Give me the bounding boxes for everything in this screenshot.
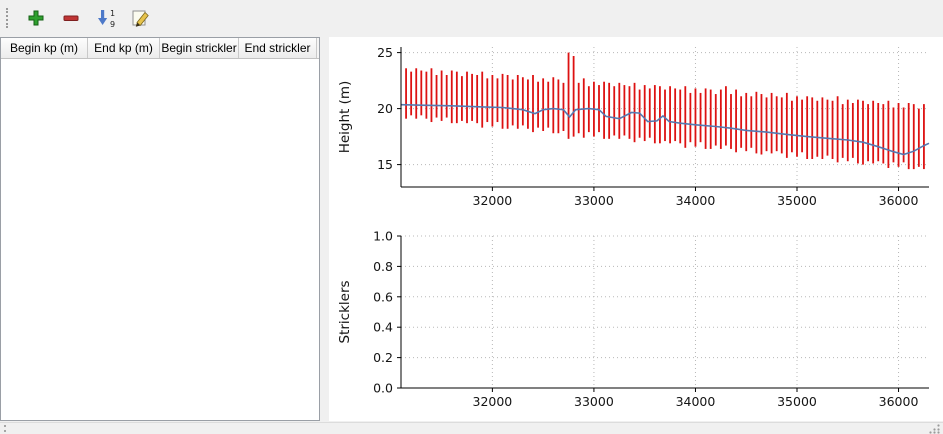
sort-rows-button[interactable]: 1 9 <box>91 4 121 32</box>
svg-text:35000: 35000 <box>777 193 817 208</box>
column-header-begin_strickler[interactable]: Begin strickler <box>160 38 239 58</box>
remove-row-button[interactable] <box>56 4 86 32</box>
chart-panel: 32000 33000 34000 35000 36000 15 20 25 Height (m… <box>329 37 943 421</box>
svg-text:33000: 33000 <box>574 193 614 208</box>
svg-text:15: 15 <box>377 157 393 172</box>
svg-text:34000: 34000 <box>676 193 716 208</box>
table-header-row: Begin kp (m) End kp (m) Begin strickler End… <box>1 38 319 59</box>
svg-text:0.4: 0.4 <box>373 320 393 335</box>
svg-text:0.0: 0.0 <box>373 381 393 396</box>
stricklers-table: Begin kp (m) End kp (m) Begin strickler End… <box>0 37 320 421</box>
stricklers-chart: 32000 33000 34000 35000 36000 0.0 0.2 0.4 0.6 0.8… <box>329 228 943 421</box>
plus-icon <box>28 10 44 26</box>
column-header-begin_kp[interactable]: Begin kp (m) <box>1 38 88 58</box>
svg-text:1.0: 1.0 <box>373 229 393 244</box>
toolbar-handle[interactable] <box>6 8 12 28</box>
statusbar <box>0 422 943 434</box>
y-axis-label: Height (m) <box>337 81 353 154</box>
svg-text:35000: 35000 <box>777 394 817 409</box>
column-header-end_kp[interactable]: End kp (m) <box>88 38 160 58</box>
svg-text:25: 25 <box>377 45 393 60</box>
pencil-icon <box>132 10 149 27</box>
add-row-button[interactable] <box>21 4 51 32</box>
y-axis-label: Stricklers <box>337 280 353 343</box>
sort-numeric-icon: 1 9 <box>98 9 115 28</box>
svg-text:32000: 32000 <box>473 394 513 409</box>
svg-text:0.6: 0.6 <box>373 289 393 304</box>
svg-text:1: 1 <box>110 9 115 18</box>
edit-button[interactable] <box>126 4 156 32</box>
svg-text:33000: 33000 <box>574 394 614 409</box>
column-header-end_strickler[interactable]: End strickler <box>239 38 317 58</box>
svg-text:0.8: 0.8 <box>373 259 393 274</box>
svg-text:9: 9 <box>110 20 115 28</box>
resize-grip-icon[interactable] <box>928 423 941 434</box>
statusbar-grip <box>4 424 9 432</box>
svg-text:36000: 36000 <box>879 193 919 208</box>
svg-text:36000: 36000 <box>879 394 919 409</box>
svg-text:34000: 34000 <box>676 394 716 409</box>
toolbar: 1 9 <box>0 0 943 36</box>
svg-text:20: 20 <box>377 101 393 116</box>
minus-icon <box>63 15 79 21</box>
height-profile-chart: 32000 33000 34000 35000 36000 15 20 25 Height (m… <box>329 39 943 228</box>
panel-splitter[interactable] <box>320 37 329 422</box>
svg-text:0.2: 0.2 <box>373 350 393 365</box>
main-content: Begin kp (m) End kp (m) Begin strickler End… <box>0 36 943 422</box>
svg-text:32000: 32000 <box>473 193 513 208</box>
table-body[interactable] <box>1 59 319 420</box>
